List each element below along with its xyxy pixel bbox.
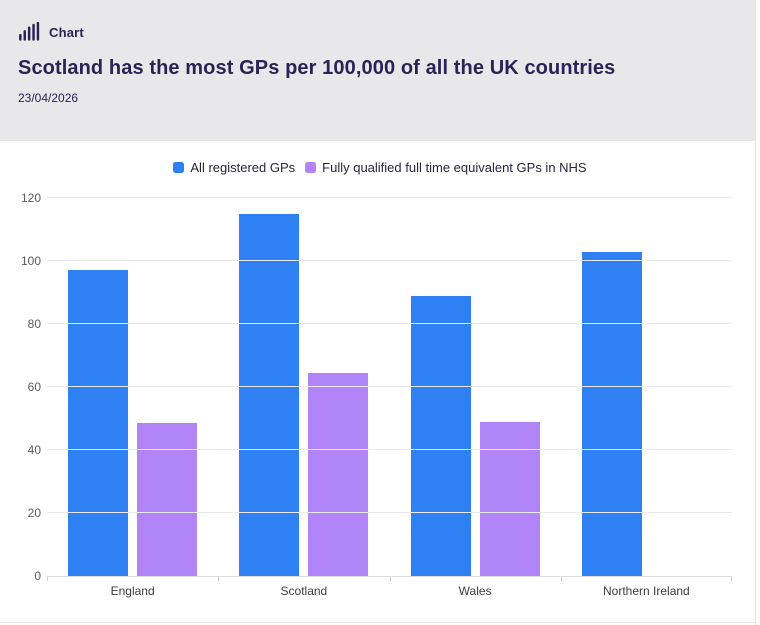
y-axis-tick-label: 60: [27, 380, 41, 394]
legend-swatch-icon: [305, 161, 317, 173]
bar-group-wales: [390, 198, 561, 576]
y-axis-tick-label: 100: [20, 254, 41, 268]
legend-item-0[interactable]: All registered GPs: [173, 160, 295, 175]
y-axis-tick-label: 0: [34, 569, 41, 583]
chart-legend: All registered GPs Fully qualified full t…: [0, 158, 760, 176]
y-axis-tick-label: 20: [27, 506, 41, 520]
scrollbar-track[interactable]: [755, 0, 760, 625]
y-axis-tick-label: 40: [27, 443, 41, 457]
bar-group-england: [47, 198, 218, 576]
bar: [68, 270, 129, 576]
bar: [410, 295, 471, 576]
x-axis-tick: [731, 577, 732, 581]
x-axis-tick: [218, 577, 220, 581]
x-axis-category-label: Northern Ireland: [603, 584, 690, 598]
x-axis-labels: England Scotland Wales Northern Ireland: [47, 584, 732, 598]
legend-swatch-icon: [173, 161, 185, 173]
bar: [308, 372, 369, 576]
chart-header: Chart Scotland has the most GPs per 100,…: [0, 0, 760, 141]
gridline: [47, 260, 732, 261]
bar: [479, 421, 540, 576]
x-axis: [47, 577, 732, 581]
kicker-label: Chart: [49, 24, 84, 40]
x-axis-category-label: Scotland: [280, 584, 328, 598]
footer-divider: [0, 622, 755, 623]
x-axis-category-label: England: [110, 584, 155, 598]
legend-label: Fully qualified full time equivalent GPs…: [322, 159, 587, 175]
x-axis-tick: [47, 577, 48, 581]
bar-chart: 0 20 40 60 80 100 120 England Scotland Wales Nort…: [0, 192, 760, 598]
gridline: [47, 386, 732, 387]
date-label: 23/04/2026: [18, 91, 79, 105]
bar-groups: [47, 198, 732, 576]
bar: [239, 213, 300, 576]
bar: [137, 423, 198, 576]
y-axis-tick-label: 120: [20, 191, 41, 205]
bar-chart-icon: [18, 21, 40, 43]
plot-area: 0 20 40 60 80 100 120: [21, 192, 732, 582]
y-axis-tick-label: 80: [27, 317, 41, 331]
x-axis-tick: [560, 577, 562, 581]
gridline: [47, 449, 732, 450]
legend-item-1[interactable]: Fully qualified full time equivalent GPs…: [305, 159, 587, 175]
bar: [581, 251, 642, 576]
x-axis-category-label: Wales: [458, 584, 492, 598]
legend-label: All registered GPs: [190, 159, 296, 175]
page-title: Scotland has the most GPs per 100,000 of…: [18, 57, 616, 79]
gridline: [47, 197, 732, 198]
bar-group-northern-ireland: [561, 198, 732, 576]
gridline: [47, 323, 732, 324]
kicker-row: Chart: [18, 20, 742, 44]
gridline: [47, 512, 732, 513]
bar-group-scotland: [218, 198, 389, 576]
x-axis-tick: [389, 577, 391, 581]
